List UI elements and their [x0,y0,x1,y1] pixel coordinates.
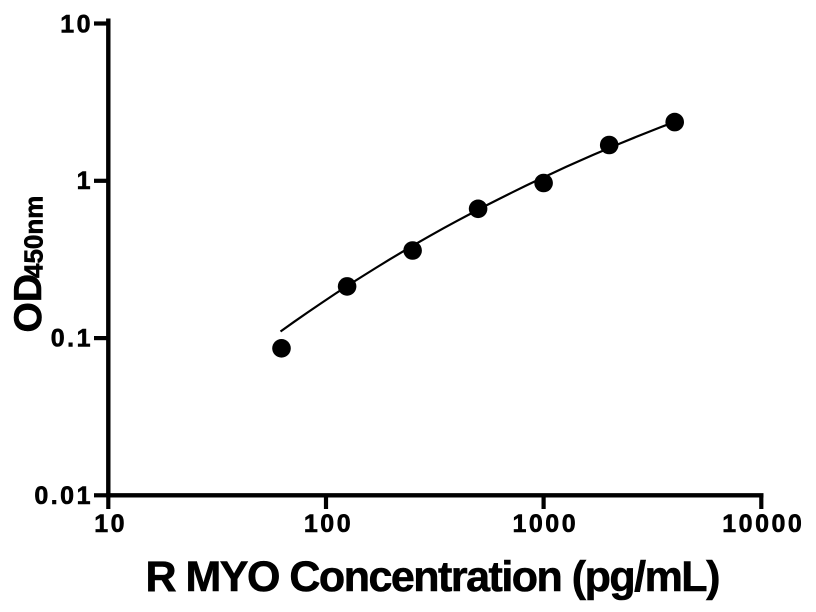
svg-text:0.1: 0.1 [51,325,93,353]
svg-text:10: 10 [60,11,93,39]
svg-text:10000: 10000 [722,510,804,538]
svg-text:10: 10 [94,510,127,538]
svg-text:OD: OD [7,274,50,333]
svg-text:0.01: 0.01 [34,482,93,510]
svg-text:100: 100 [304,510,353,538]
svg-text:1: 1 [77,167,93,195]
svg-text:1000: 1000 [512,510,578,538]
svg-text:R MYO Concentration (pg/mL): R MYO Concentration (pg/mL) [145,553,719,601]
svg-text:450nm: 450nm [19,196,49,278]
